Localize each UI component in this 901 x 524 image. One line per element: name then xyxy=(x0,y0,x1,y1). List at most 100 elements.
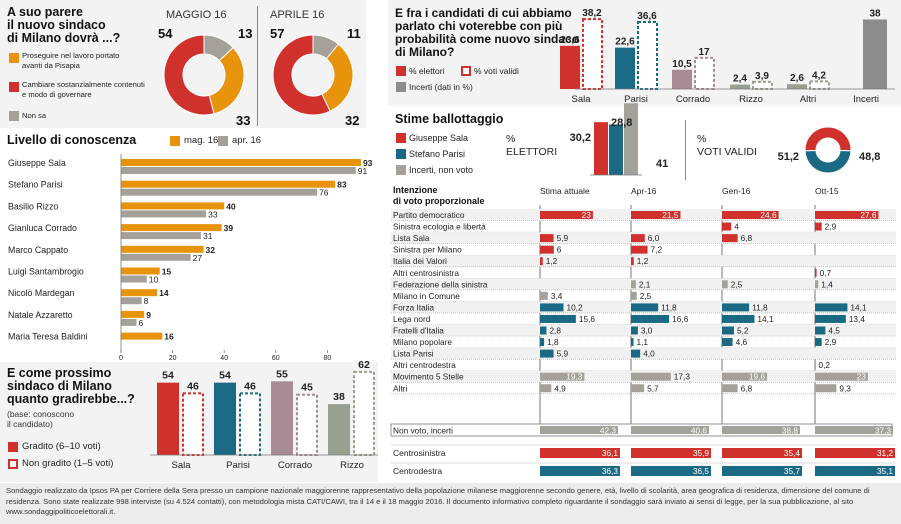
intent-bar-14-1 xyxy=(631,372,671,381)
runoff-elettori-pct: % xyxy=(506,133,516,145)
q1-title-line2: il nuovo sindaco xyxy=(7,18,106,32)
intent-label-6-2: 2,5 xyxy=(731,279,743,289)
probable-label-validi-3: 3,9 xyxy=(755,71,769,82)
knowledge-label-apr-7: 6 xyxy=(138,318,143,328)
intent-bar-2-2 xyxy=(722,234,738,243)
runoff-elettori-label: ELETTORI xyxy=(506,146,558,158)
intent-nonvoto-label: Non voto, incerti xyxy=(393,426,453,436)
runoff-label-0: 30,2 xyxy=(570,132,591,144)
knowledge-label-may-8: 16 xyxy=(164,332,174,342)
intent-label-0-0: 23 xyxy=(582,210,592,220)
intent-centrodestra-bar-1 xyxy=(631,466,711,476)
intent-party-4: Italia dei Valori xyxy=(393,256,447,266)
probable-label-elettori-0: 23,6 xyxy=(560,35,580,46)
intent-centrodestra-value-1: 36,5 xyxy=(693,466,710,476)
intent-label-2-0: 5,9 xyxy=(557,233,569,243)
runoff-validi-label-0: 51,2 xyxy=(778,151,799,163)
intent-label-7-0: 3,4 xyxy=(551,291,563,301)
intent-centrodestra-label: Centrodestra xyxy=(393,466,442,476)
intent-centrodestra-value-3: 35,1 xyxy=(877,466,894,476)
q1-legend-swatch-unsure xyxy=(9,111,19,121)
probable-legend-validi: % voti validi xyxy=(474,66,519,76)
knowledge-tick-label-1: 20 xyxy=(169,355,177,362)
probable-label-elettori-5: 38 xyxy=(869,8,881,19)
runoff-legend-parisi: Stefano Parisi xyxy=(409,149,466,159)
knowledge-label-may-1: 83 xyxy=(337,180,347,190)
intent-party-12: Lista Parisi xyxy=(393,349,434,359)
intent-party-7: Milano in Comune xyxy=(393,291,460,301)
runoff-title: Stime ballottaggio xyxy=(395,112,504,126)
knowledge-bar-may-1 xyxy=(121,180,336,188)
intent-label-6-1: 2,1 xyxy=(639,279,651,289)
intent-column-header-1: Apr-16 xyxy=(631,186,657,196)
mayor-bar-gradito-0 xyxy=(157,382,179,455)
intent-centrodestra-value-2: 35,7 xyxy=(784,466,801,476)
intent-label-11-3: 2,9 xyxy=(825,337,837,347)
knowledge-bar-apr-2 xyxy=(121,210,207,218)
probable-bar-elettori-4 xyxy=(787,84,807,89)
intent-row-bg-4 xyxy=(391,255,896,267)
probable-bar-elettori-2 xyxy=(672,69,692,89)
intent-bar-0-1 xyxy=(631,211,681,219)
intent-party-6: Federazione della sinistra xyxy=(393,279,488,289)
intent-centrodestra-bar-3 xyxy=(815,466,895,476)
mayor-label-nongradito-1: 46 xyxy=(244,380,256,392)
runoff-label-2: 41 xyxy=(656,158,668,170)
knowledge-label-apr-2: 33 xyxy=(208,209,218,219)
probable-bar-elettori-0 xyxy=(560,45,580,89)
mayor-category-2: Corrado xyxy=(278,460,312,471)
probable-bar-elettori-3 xyxy=(730,84,750,89)
knowledge-label-may-7: 9 xyxy=(146,310,151,320)
probable-bar-validi-2 xyxy=(694,56,715,90)
knowledge-bar-apr-3 xyxy=(121,232,201,240)
intent-label-11-1: 1,1 xyxy=(637,337,649,347)
intent-column-header-2: Gen-16 xyxy=(722,186,751,196)
runoff-donut-slice-0 xyxy=(804,126,852,152)
intent-label-9-3: 13,4 xyxy=(849,314,866,324)
intent-nonvoto-value-0: 42,3 xyxy=(600,426,617,436)
intent-party-15: Altri xyxy=(393,383,407,393)
intent-bar-1-2 xyxy=(722,222,732,231)
intent-bar-6-1 xyxy=(631,280,636,289)
knowledge-bar-apr-5 xyxy=(121,275,147,283)
q1-legend-swatch-change xyxy=(9,82,19,92)
intent-bar-0-0 xyxy=(540,211,593,219)
intent-party-8: Forza Italia xyxy=(393,302,434,312)
intent-row-bg-6 xyxy=(391,278,896,290)
intent-label-1-2: 4 xyxy=(734,222,739,232)
mayor-label-gradito-3: 38 xyxy=(333,391,345,403)
intent-label-2-2: 6,8 xyxy=(741,233,753,243)
probable-bar-elettori-5 xyxy=(863,19,887,89)
intent-party-13: Altri centrodestra xyxy=(393,360,456,370)
intent-label-7-1: 2,5 xyxy=(640,291,652,301)
mayor-category-3: Rizzo xyxy=(340,460,364,471)
runoff-legend-swatch-incerti xyxy=(396,165,406,175)
intent-label-10-2: 5,2 xyxy=(737,326,749,336)
intent-label-3-1: 7,2 xyxy=(651,245,663,255)
mayor-label-nongradito-3: 62 xyxy=(358,359,370,371)
intent-bar-11-0 xyxy=(540,338,545,347)
mayor-category-0: Sala xyxy=(171,460,191,471)
intent-bar-15-3 xyxy=(815,384,837,393)
intent-bar-5-3 xyxy=(815,268,817,277)
runoff-legend-sala: Giuseppe Sala xyxy=(409,133,469,143)
mayor-legend-swatch-gradito xyxy=(8,442,18,452)
probable-category-0: Sala xyxy=(571,94,591,105)
knowledge-legend-swatch-apr xyxy=(218,136,228,146)
intent-label-12-0: 5,9 xyxy=(557,349,569,359)
intent-bar-4-1 xyxy=(631,257,634,266)
intent-centrosinistra-bar-2 xyxy=(722,448,802,458)
runoff-legend-swatch-parisi xyxy=(396,149,406,159)
runoff-legend-swatch-sala xyxy=(396,133,406,143)
q1-may-val-1: 33 xyxy=(236,113,251,128)
intent-party-0: Partito democratico xyxy=(393,210,465,220)
intent-label-6-3: 1,4 xyxy=(821,279,833,289)
knowledge-bar-apr-1 xyxy=(121,188,318,196)
knowledge-label-apr-4: 27 xyxy=(193,253,203,263)
intent-label-9-0: 15,6 xyxy=(579,314,596,324)
intent-bar-8-3 xyxy=(815,303,848,312)
probable-bar-validi-0 xyxy=(582,18,603,90)
probable-legend-swatch-validi xyxy=(461,66,471,76)
mayor-label-gradito-0: 54 xyxy=(162,370,174,382)
